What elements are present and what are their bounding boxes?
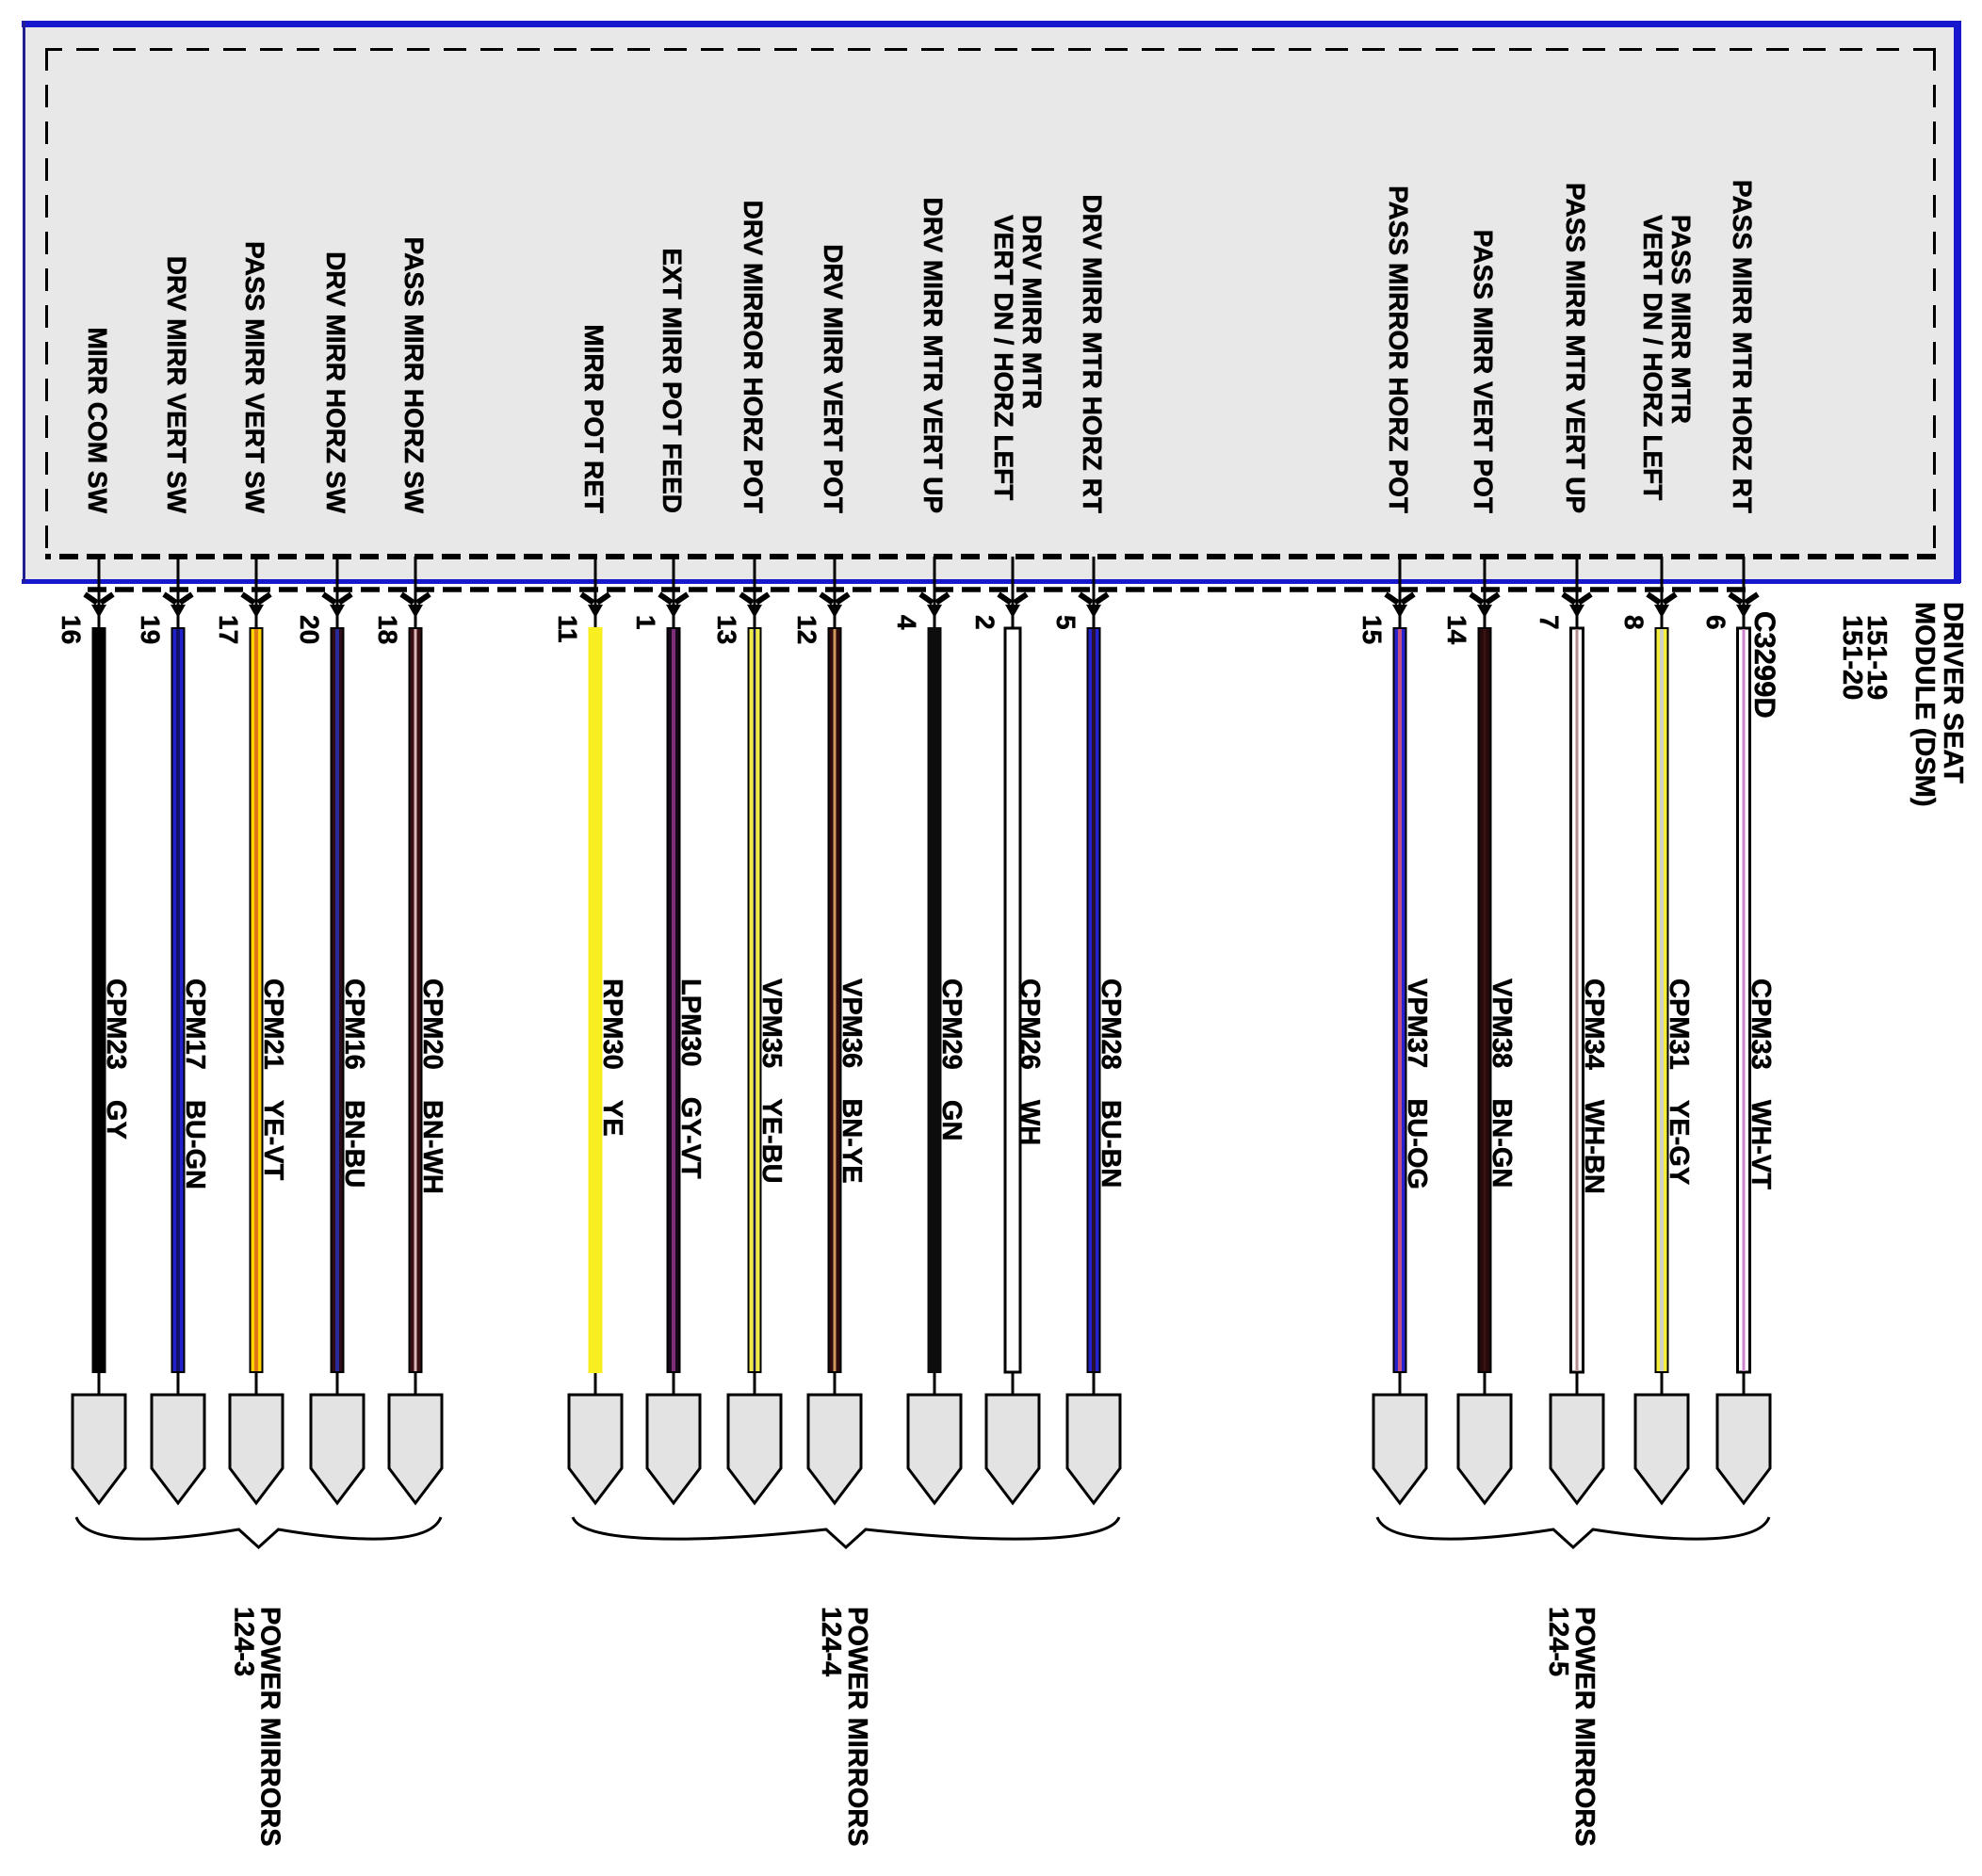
svg-text:19: 19 (136, 615, 165, 644)
svg-text:PASS MIRR MTR HORZ RT: PASS MIRR MTR HORZ RT (1728, 180, 1757, 513)
svg-text:151-20: 151-20 (1837, 615, 1867, 700)
svg-text:LPM30 GY-VT: LPM30 GY-VT (675, 978, 706, 1179)
svg-text:CPM33 WH-VT: CPM33 WH-VT (1746, 978, 1776, 1189)
svg-text:DRV MIRROR HORZ POT: DRV MIRROR HORZ POT (739, 201, 768, 513)
svg-text:124-4: 124-4 (816, 1607, 846, 1676)
svg-text:PASS MIRR HORZ SW: PASS MIRR HORZ SW (399, 237, 429, 514)
svg-text:POWER MIRRORS: POWER MIRRORS (842, 1607, 872, 1847)
svg-text:DRV MIRR VERT POT: DRV MIRR VERT POT (819, 244, 848, 513)
svg-text:MIRR POT RET: MIRR POT RET (579, 324, 609, 513)
svg-text:VPM38 BN-GN: VPM38 BN-GN (1486, 978, 1517, 1188)
svg-text:EXT MIRR POT FEED: EXT MIRR POT FEED (658, 248, 687, 513)
svg-text:8: 8 (1619, 615, 1649, 630)
svg-text:PASS MIRR MTR: PASS MIRR MTR (1666, 215, 1696, 424)
svg-text:CPM17 BU-GN: CPM17 BU-GN (180, 978, 210, 1189)
svg-text:18: 18 (373, 615, 402, 644)
svg-text:4: 4 (892, 615, 921, 630)
svg-text:151-19: 151-19 (1861, 615, 1892, 700)
svg-text:PASS MIRR VERT SW: PASS MIRR VERT SW (240, 241, 269, 513)
svg-text:6: 6 (1701, 615, 1730, 630)
svg-text:124-3: 124-3 (229, 1607, 259, 1676)
svg-text:DRV MIRR HORZ SW: DRV MIRR HORZ SW (321, 251, 350, 513)
svg-text:15: 15 (1357, 615, 1387, 644)
svg-text:DRV MIRR MTR: DRV MIRR MTR (1017, 215, 1047, 409)
svg-text:DRV MIRR MTR HORZ RT: DRV MIRR MTR HORZ RT (1078, 194, 1107, 513)
svg-text:VERT DN / HORZ LEFT: VERT DN / HORZ LEFT (989, 215, 1018, 500)
svg-text:CPM23 GY: CPM23 GY (101, 978, 131, 1140)
svg-text:DRV MIRR VERT SW: DRV MIRR VERT SW (162, 256, 191, 514)
svg-text:7: 7 (1535, 615, 1564, 630)
svg-text:12: 12 (792, 615, 821, 644)
svg-text:16: 16 (57, 615, 86, 644)
svg-text:CPM29 GN: CPM29 GN (936, 978, 967, 1140)
svg-text:VERT DN / HORZ LEFT: VERT DN / HORZ LEFT (1638, 215, 1667, 500)
svg-text:20: 20 (295, 615, 324, 644)
svg-text:CPM16 BN-BU: CPM16 BN-BU (339, 978, 369, 1188)
svg-text:11: 11 (553, 615, 582, 643)
svg-text:14: 14 (1442, 615, 1471, 645)
svg-text:2: 2 (970, 615, 999, 630)
svg-text:VPM37 BU-OG: VPM37 BU-OG (1402, 978, 1432, 1189)
svg-text:MODULE (DSM): MODULE (DSM) (1909, 602, 1940, 806)
svg-text:PASS MIRROR HORZ POT: PASS MIRROR HORZ POT (1384, 186, 1413, 513)
svg-text:VPM36 BN-YE: VPM36 BN-YE (837, 978, 867, 1184)
svg-text:17: 17 (214, 615, 243, 644)
svg-text:POWER MIRRORS: POWER MIRRORS (1569, 1607, 1600, 1847)
svg-text:CPM26 WH: CPM26 WH (1015, 978, 1045, 1145)
svg-text:RPM30 YE: RPM30 YE (597, 978, 627, 1137)
svg-text:CPM20 BN-WH: CPM20 BN-WH (417, 978, 447, 1194)
svg-text:124-5: 124-5 (1543, 1607, 1573, 1676)
svg-text:5: 5 (1051, 615, 1080, 630)
svg-text:CPM34 WH-BN: CPM34 WH-BN (1579, 978, 1609, 1194)
svg-text:CPM28 BU-BN: CPM28 BU-BN (1096, 978, 1126, 1188)
svg-text:1: 1 (631, 615, 660, 630)
svg-text:DRIVER SEAT: DRIVER SEAT (1938, 602, 1968, 784)
svg-text:C3299D: C3299D (1748, 611, 1781, 719)
svg-text:13: 13 (712, 615, 741, 644)
svg-text:VPM35 YE-BU: VPM35 YE-BU (756, 978, 787, 1184)
svg-text:DRV MIRR MTR VERT UP: DRV MIRR MTR VERT UP (918, 198, 948, 514)
svg-text:MIRR COM SW: MIRR COM SW (83, 327, 112, 513)
svg-text:PASS MIRR VERT POT: PASS MIRR VERT POT (1469, 230, 1498, 513)
svg-text:CPM31 YE-GY: CPM31 YE-GY (1664, 978, 1694, 1185)
svg-text:PASS MIRR MTR VERT UP: PASS MIRR MTR VERT UP (1561, 183, 1590, 513)
svg-text:POWER MIRRORS: POWER MIRRORS (255, 1607, 285, 1847)
svg-text:CPM21 YE-VT: CPM21 YE-VT (258, 978, 288, 1181)
